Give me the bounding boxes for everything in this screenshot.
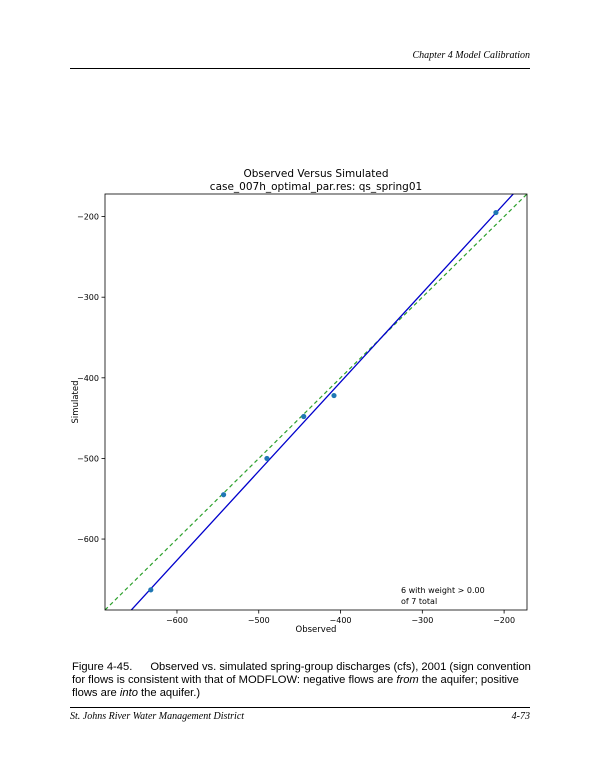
- data-point: [331, 392, 337, 399]
- axis-ticks: −600 −500 −400 −300 −200 −200 −300 −400 −500 −600: [77, 213, 515, 625]
- y-tick-label: −200: [77, 213, 99, 222]
- annotation-line-2: of 7 total: [401, 597, 437, 606]
- x-tick-label: −300: [411, 616, 433, 625]
- caption-text: Observed vs. simulated spring-group disc…: [72, 661, 531, 699]
- y-tick-label: −500: [77, 454, 99, 463]
- data-point: [301, 413, 307, 420]
- page-number: 4-73: [511, 711, 530, 722]
- x-tick-label: −200: [493, 616, 515, 625]
- y-tick-label: −600: [77, 535, 99, 544]
- y-tick-label: −400: [77, 374, 99, 383]
- caption-label: Figure 4-45.: [72, 661, 133, 673]
- figure-caption: Figure 4-45. Observed vs. simulated sprin…: [72, 661, 532, 700]
- x-tick-label: −400: [330, 616, 352, 625]
- page-footer: St. Johns River Water Management Distric…: [70, 707, 530, 722]
- annotation-line-1: 6 with weight > 0.00: [401, 586, 485, 595]
- one-to-one-line: [105, 194, 527, 610]
- page-header: Chapter 4 Model Calibration: [70, 50, 530, 69]
- x-tick-label: −500: [248, 616, 270, 625]
- chart-subtitle: case_007h_optimal_par.res: qs_spring01: [210, 181, 422, 193]
- x-tick-label: −600: [166, 616, 188, 625]
- data-point: [264, 455, 270, 462]
- data-point: [148, 587, 154, 593]
- y-tick-label: −300: [77, 293, 99, 302]
- data-point: [220, 492, 227, 498]
- y-axis-label: Simulated: [71, 381, 81, 424]
- data-point: [493, 209, 499, 216]
- plot-frame: [104, 193, 528, 611]
- x-axis-label: Observed: [296, 625, 337, 635]
- chart-title: Observed Versus Simulated: [244, 168, 389, 180]
- plot-area: [105, 194, 527, 610]
- fit-line: [130, 194, 515, 610]
- chapter-title: Chapter 4 Model Calibration: [412, 50, 531, 61]
- footer-organization: St. Johns River Water Management Distric…: [70, 711, 245, 722]
